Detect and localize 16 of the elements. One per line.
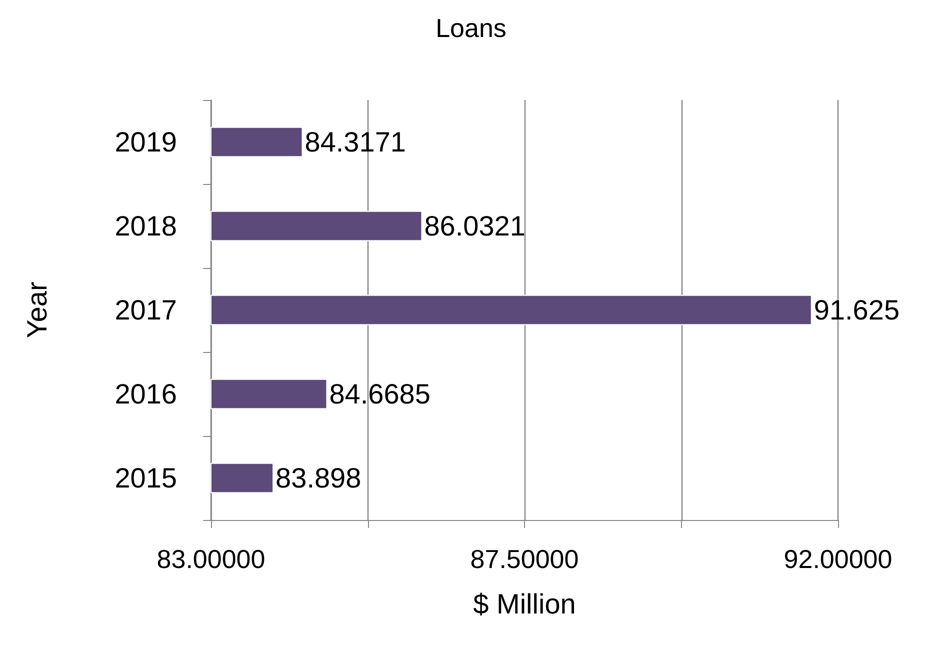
x-tick-label: 83.00000 — [156, 544, 266, 574]
y-tick-label: 2018 — [114, 210, 177, 242]
data-label: 84.6685 — [329, 378, 430, 410]
x-tick-label: 92.00000 — [784, 544, 892, 574]
y-tick-label: 2017 — [114, 294, 177, 326]
y-tick-label: 2015 — [114, 462, 177, 494]
x-axis-title: $ Million — [473, 588, 576, 620]
chart-title: Loans — [436, 13, 506, 43]
data-label: 86.0321 — [424, 210, 526, 242]
data-label: 83.898 — [276, 462, 362, 494]
y-tick-label: 2016 — [114, 378, 177, 410]
x-tick-label: 87.50000 — [470, 544, 579, 574]
data-label: 91.625 — [814, 294, 900, 326]
y-axis-title: Year — [22, 282, 52, 338]
y-tick-label: 2019 — [114, 126, 177, 158]
data-label: 84.3171 — [304, 126, 406, 158]
